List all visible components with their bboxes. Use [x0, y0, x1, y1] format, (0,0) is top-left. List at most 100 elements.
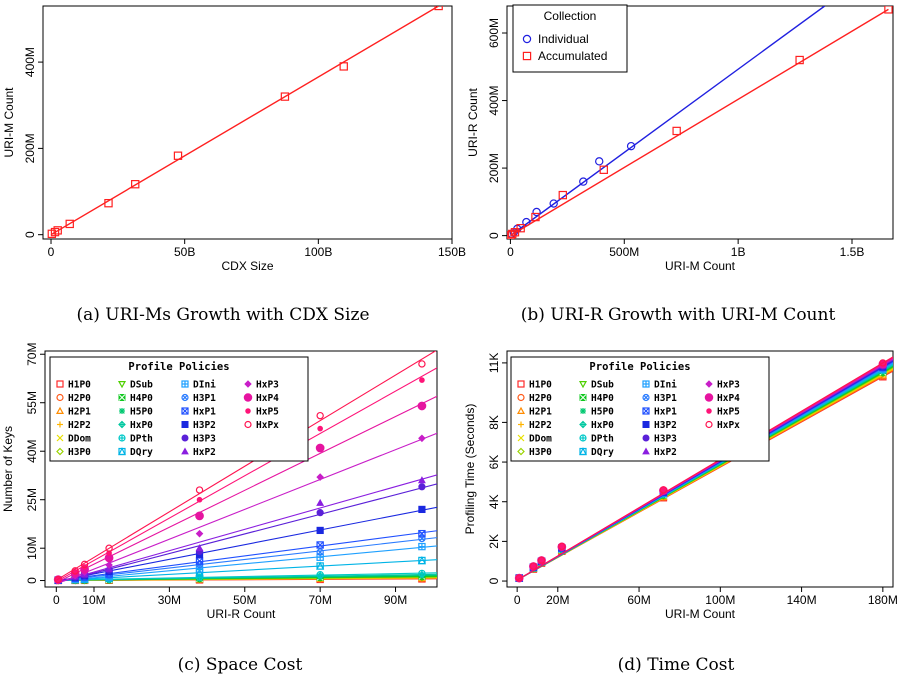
legend-label: HxP2 — [193, 447, 216, 458]
data-point-accumulated — [531, 212, 540, 222]
legend-marker-shape — [517, 393, 525, 402]
data-point-shape — [131, 180, 140, 189]
data-point-individual-shape — [532, 207, 541, 217]
legend-marker — [181, 380, 189, 388]
legend-label: DIni — [193, 380, 216, 391]
legend-marker — [642, 421, 650, 428]
legend-marker — [244, 420, 252, 429]
data-point-HxP5-shape — [317, 425, 323, 432]
x-tick-label: 0 — [48, 245, 55, 259]
fit-line-HxP2 — [56, 474, 437, 584]
legend-label: H3P3 — [654, 434, 677, 445]
legend-marker — [516, 406, 526, 414]
legend-marker — [55, 406, 65, 414]
data-point-HxPx-shape — [316, 411, 324, 420]
plot-frame — [42, 5, 453, 240]
x-tick-label: 1.5B — [840, 245, 865, 259]
data-point-DPth — [316, 571, 324, 579]
data-point-DQry-shape — [417, 556, 426, 565]
legend-marker — [118, 434, 126, 442]
panel-a-chart: 0 50B 100B 150B 0 200M 400M CDX Size URI-M Count — [2, 5, 466, 273]
data-point-HxP3-shape — [105, 561, 113, 569]
legend-label: HxP3 — [256, 380, 279, 391]
data-point-HxP3 — [195, 529, 204, 538]
legend-marker — [579, 434, 587, 442]
legend-label: H2P1 — [68, 407, 91, 418]
data-point-H3P1 — [316, 548, 324, 556]
legend-marker-shape — [181, 447, 189, 455]
data-point-HxPx — [71, 567, 79, 575]
legend-marker-shape — [181, 434, 189, 442]
data-point-HxP5-shape — [196, 496, 203, 503]
y-tick-label: 200M — [23, 133, 37, 163]
data-point-shape — [65, 219, 74, 229]
legend-marker — [57, 421, 63, 428]
legend-marker — [181, 447, 189, 455]
legend-marker — [181, 434, 189, 442]
y-tick-label: 55M — [25, 391, 39, 414]
x-axis-label: URI-M Count — [665, 607, 736, 621]
legend-label: DPth — [130, 434, 153, 445]
data-point — [173, 151, 183, 160]
legend-label: H2P2 — [68, 420, 91, 431]
legend-marker-stroke — [56, 434, 64, 442]
y-tick-label: 8K — [487, 415, 501, 430]
legend-marker-shape — [642, 447, 650, 455]
data-point-HxP1-shape — [418, 529, 426, 538]
legend-marker-shape — [642, 407, 650, 415]
data-point-HxP5 — [530, 563, 537, 570]
legend-marker-shape — [56, 380, 64, 388]
legend-label: H3P2 — [654, 420, 677, 431]
data-point-HxP4 — [315, 443, 325, 453]
legend-marker-stroke — [182, 394, 188, 401]
legend-label: DQry — [591, 447, 614, 458]
data-point-HxPx — [659, 486, 668, 494]
y-axis-label: Profiling Time (Seconds) — [463, 404, 477, 535]
legend-title: Profile Policies — [589, 361, 690, 373]
legend-label: DDom — [68, 434, 91, 445]
plot-area — [514, 356, 893, 583]
y-tick-label: 200M — [487, 153, 501, 183]
plot-frame — [506, 5, 894, 240]
data-point-H3P2-shape — [418, 505, 426, 514]
data-point-DIni — [195, 565, 204, 573]
fit-line-HxP5 — [56, 367, 437, 583]
x-tick-label: 0 — [507, 245, 514, 259]
data-point-DQry-shape — [316, 561, 325, 570]
data-point-HxPx — [80, 560, 89, 569]
y-axis: 0 10M 25M 40M 55M 70M — [25, 343, 45, 584]
x-tick-label: 180M — [868, 593, 898, 607]
legend-marker — [56, 447, 64, 456]
data-point-HxP5 — [419, 377, 425, 383]
x-axis: 0 500M 1B 1.5B — [507, 239, 864, 259]
x-axis-label: URI-R Count — [207, 607, 276, 621]
legend-marker — [642, 393, 650, 402]
legend-marker — [56, 434, 64, 442]
x-axis-label: URI-M Count — [665, 259, 736, 273]
legend-marker — [56, 380, 64, 388]
data-point-HxP4 — [417, 401, 427, 411]
y-axis-label: Number of Keys — [1, 426, 15, 512]
legend-marker — [118, 394, 126, 401]
legend-label: H3P1 — [193, 393, 216, 404]
data-point-H3P3-shape — [418, 483, 426, 491]
legend-marker-shape — [118, 447, 126, 456]
legend-marker — [118, 420, 126, 429]
data-point-individual — [549, 199, 558, 208]
legend-marker-shape — [56, 447, 64, 456]
data-point-HxPx-shape — [879, 359, 887, 367]
data-point-HxP2-shape — [195, 544, 204, 552]
legend-marker — [579, 394, 587, 401]
legend-marker — [517, 380, 525, 388]
data-point-accumulated-shape — [884, 6, 893, 14]
data-point — [280, 92, 290, 101]
y-tick-label: 400M — [487, 86, 501, 116]
legend-marker — [181, 393, 189, 402]
legend-marker — [578, 381, 588, 389]
legend-marker — [117, 381, 127, 389]
legend-marker — [517, 434, 525, 442]
legend-label: DDom — [529, 434, 552, 445]
fit-line-individual — [510, 6, 826, 237]
data-point-HxP4-shape — [195, 511, 204, 521]
legend-marker-shape — [642, 434, 650, 442]
